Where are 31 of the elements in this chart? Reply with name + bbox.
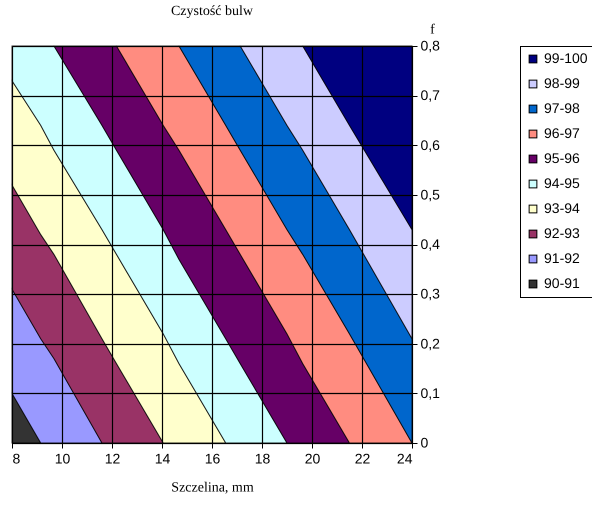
legend-label: 95-96 <box>544 150 580 166</box>
y-tick-label: 0,1 <box>420 384 440 401</box>
x-tick-label: 12 <box>104 450 120 466</box>
x-tick-label: 14 <box>154 450 170 466</box>
x-tick-label: 22 <box>354 450 370 466</box>
legend-label: 99-100 <box>544 50 588 66</box>
y-tick-label: 0,7 <box>420 87 440 104</box>
legend-label: 90-91 <box>544 275 580 291</box>
y-axis-title: f <box>430 22 436 38</box>
chart-title: Czystość bulw <box>170 4 254 19</box>
x-tick-label: 20 <box>304 450 320 466</box>
legend-label: 94-95 <box>544 175 580 191</box>
legend-label: 93-94 <box>544 200 580 216</box>
y-tick-label: 0,5 <box>420 186 440 202</box>
legend-label: 96-97 <box>544 125 580 141</box>
legend-label: 91-92 <box>544 250 580 266</box>
y-tick-label: 0,6 <box>420 136 440 153</box>
y-tick-label: 0,3 <box>420 286 440 302</box>
legend-label: 98-99 <box>544 75 580 91</box>
x-tick-label: 16 <box>204 450 220 466</box>
x-tick-label: 24 <box>396 450 413 466</box>
x-tick-label: 18 <box>254 450 270 466</box>
legend-label: 97-98 <box>544 100 580 116</box>
x-tick-label: 8 <box>12 450 20 466</box>
x-tick-label: 10 <box>54 450 70 466</box>
y-tick-label: 0,2 <box>420 335 440 352</box>
x-axis-title: Szczelina, mm <box>171 480 254 496</box>
legend-label: 92-93 <box>544 225 580 241</box>
y-tick-label: 0 <box>420 434 428 450</box>
y-tick-label: 0,8 <box>420 38 440 54</box>
y-tick-label: 0,4 <box>420 236 440 252</box>
